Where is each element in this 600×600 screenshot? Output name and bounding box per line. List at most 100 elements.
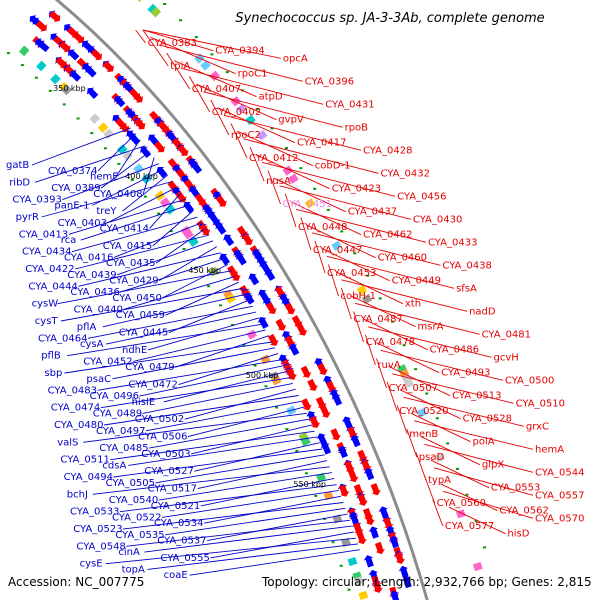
reverse-gene-label: CYA_0502 <box>135 414 184 425</box>
annotation-block <box>288 173 299 184</box>
label-connector-line <box>350 295 416 328</box>
tick-mark <box>465 493 469 496</box>
label-connector-line <box>168 299 250 334</box>
forward-gene-label: CYA_0394 <box>215 46 264 57</box>
reverse-gene-label: CYA_0393 <box>12 195 61 206</box>
tick-mark <box>253 364 257 367</box>
tick-mark <box>143 195 147 198</box>
annotation-block <box>236 103 247 114</box>
label-connector-line <box>152 210 194 247</box>
label-connector-line <box>119 484 337 513</box>
label-connector-line <box>223 114 362 151</box>
label-connector-line <box>388 365 451 397</box>
reverse-gene-label: CYA_0537 <box>157 536 206 547</box>
forward-gene-label: CYA_0431 <box>325 99 374 110</box>
reverse-gene-label: treY <box>96 206 117 217</box>
tick-mark <box>425 392 429 395</box>
reverse-gene-arrow <box>264 269 276 282</box>
tick-mark <box>207 285 211 288</box>
forward-gene-label: CYA_0433 <box>428 237 477 248</box>
forward-gene-label: CYA_0456 <box>397 191 446 202</box>
forward-gene-label: CYA_0493 <box>441 368 490 379</box>
reverse-gene-label: CYA_0535 <box>115 530 164 541</box>
forward-gene-arrow <box>296 323 308 336</box>
forward-gene-label: CYA_0528 <box>463 414 512 425</box>
tick-mark <box>130 179 134 181</box>
accession-text: Accession: NC_007775 <box>8 575 144 589</box>
forward-gene-label: CYA_0432 <box>381 168 430 179</box>
tick-mark <box>34 76 38 79</box>
tick-mark <box>353 252 357 255</box>
forward-gene-label: CYA_0510 <box>516 398 565 409</box>
reverse-gene-label: CYA_0485 <box>99 443 148 454</box>
label-connector-line <box>175 335 269 368</box>
label-connector-line <box>97 133 136 172</box>
tick-mark <box>314 494 318 497</box>
reverse-gene-label: CYA_0429 <box>109 276 158 287</box>
annotation-block <box>358 590 369 600</box>
reverse-gene-label: CYA_0534 <box>154 518 203 529</box>
tick-mark <box>210 53 214 56</box>
reverse-gene-label: ndhE <box>122 345 147 356</box>
forward-gene-label: gcvH <box>494 352 519 363</box>
reverse-gene-label: cysT <box>35 316 59 327</box>
label-connector-line <box>161 489 339 518</box>
label-connector-line <box>174 60 257 98</box>
reverse-gene-arrow <box>257 317 269 329</box>
label-connector-line <box>376 358 387 389</box>
tick-mark <box>313 187 317 190</box>
label-connector-line <box>149 418 310 449</box>
forward-gene-label: CYA_0423 <box>332 184 381 195</box>
reverse-gene-label: CYA_0522 <box>112 512 161 523</box>
annotation-block <box>183 229 194 240</box>
reverse-gene-label: pflA <box>77 322 97 333</box>
reverse-gene-arrow <box>188 186 201 198</box>
reverse-gene-label: pflB <box>41 351 61 362</box>
annotation-block <box>50 73 61 85</box>
label-connector-line <box>158 246 218 281</box>
forward-gene-arrow <box>284 302 296 315</box>
annotation-block <box>97 122 109 133</box>
label-connector-line <box>126 519 350 547</box>
forward-gene-label: CYA_0448 <box>298 222 347 233</box>
reverse-gene-label: CYA_0452 <box>83 356 132 367</box>
label-connector-line <box>57 270 232 305</box>
forward-gene-arrow <box>72 32 85 44</box>
forward-gene-label: gvpV <box>278 115 304 126</box>
forward-gene-arrow <box>90 48 103 61</box>
reverse-gene-label: CYA_0540 <box>109 495 158 506</box>
label-connector-line <box>87 305 253 339</box>
forward-gene-label: rpoC2 <box>231 130 261 141</box>
forward-gene-label: CYA_0412 <box>249 153 298 164</box>
label-connector-line <box>237 130 313 167</box>
tick-mark <box>20 64 24 67</box>
reverse-gene-arrow <box>368 526 379 539</box>
forward-gene-label: CYA_0453 <box>327 268 376 279</box>
forward-gene-label: tpiA <box>170 61 190 72</box>
reverse-gene-label: CYA_0506 <box>138 432 187 443</box>
kbp-marker-label: 450 kbp <box>188 266 221 275</box>
reverse-gene-arrow <box>337 445 348 459</box>
label-connector-line <box>210 99 230 136</box>
label-connector-line <box>123 502 344 530</box>
label-connector-line <box>189 76 211 113</box>
reverse-gene-label: CYA_0414 <box>100 224 149 235</box>
annotation-block <box>133 163 144 174</box>
reverse-gene-arrow <box>342 416 353 429</box>
label-connector-line <box>145 400 302 432</box>
forward-gene-label: CYA_0430 <box>413 214 462 225</box>
reverse-gene-label: CYA_0548 <box>76 541 125 552</box>
annotation-block <box>225 293 236 304</box>
forward-gene-arrow <box>330 428 341 441</box>
label-connector-line <box>142 157 155 195</box>
annotation-block <box>36 60 47 72</box>
forward-gene-arrow <box>267 333 279 346</box>
forward-gene-arrow <box>353 522 364 535</box>
forward-gene-arrow <box>131 91 144 103</box>
feature-tracks <box>6 0 486 600</box>
annotation-block <box>435 452 446 463</box>
kbp-marker-label: 350 kbp <box>53 84 86 93</box>
forward-gene-label: glpX <box>482 460 504 471</box>
forward-gene-arrow <box>364 512 375 526</box>
